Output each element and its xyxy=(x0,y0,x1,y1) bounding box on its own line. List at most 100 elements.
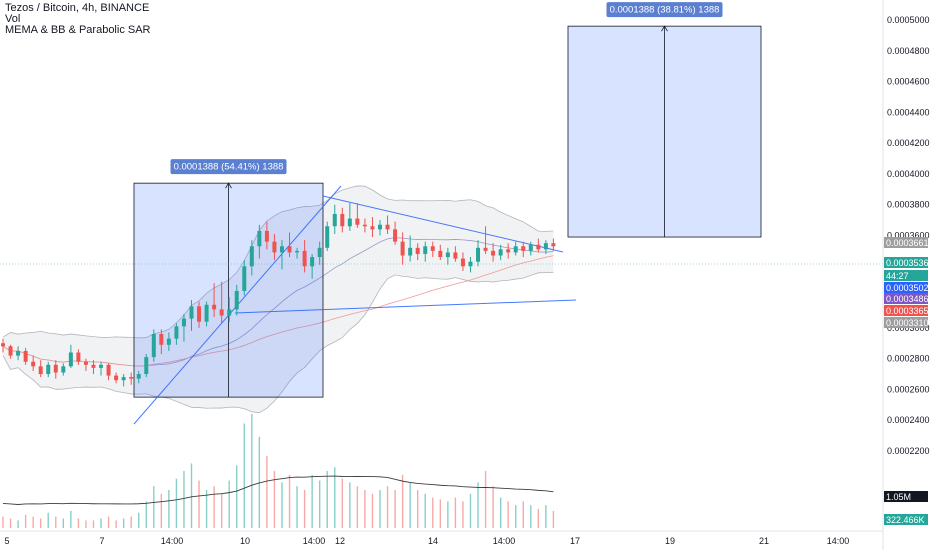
price-badge-bg xyxy=(884,270,928,281)
price-tick-label: 0.0003800 xyxy=(887,200,930,210)
candle-body xyxy=(189,306,194,319)
candle-body xyxy=(476,247,481,262)
price-badge-bg xyxy=(884,237,928,248)
time-tick-label: 17 xyxy=(570,536,580,546)
volume-bar xyxy=(273,471,276,528)
volume-bar xyxy=(92,520,95,528)
price-badge-label: 0.0003536 xyxy=(886,258,929,268)
volume-bars xyxy=(2,414,555,528)
candle-body xyxy=(513,246,518,253)
volume-bar xyxy=(70,510,72,528)
candle-body xyxy=(197,306,202,322)
measure-tools[interactable]: 0.0001388 (54.41%) 1388 0.0001388 (38.81%… xyxy=(133,2,762,398)
candle-body xyxy=(129,377,134,379)
price-tick-label: 0.0003600 xyxy=(887,231,930,241)
volume-bar xyxy=(168,490,170,528)
candle-body xyxy=(68,352,73,367)
volume-bar xyxy=(552,510,555,528)
measure-label: 0.0001388 (54.41%) 1388 xyxy=(174,162,284,173)
volume-bar xyxy=(77,518,80,528)
volume-bar xyxy=(507,501,509,528)
volume-bar xyxy=(356,486,359,528)
candle-body xyxy=(423,246,428,254)
symbol-title[interactable]: Tezos / Bitcoin, 4h, BINANCE xyxy=(5,2,150,14)
candle-body xyxy=(46,364,51,375)
volume-bar xyxy=(303,490,306,528)
volume-bar xyxy=(153,486,155,528)
volume-bar xyxy=(55,516,57,528)
volume-bar xyxy=(266,455,268,528)
measure-label-bg xyxy=(170,159,287,175)
candle-body xyxy=(16,350,21,356)
volume-bar xyxy=(32,516,34,528)
candle-body xyxy=(362,224,367,227)
volume-bar xyxy=(341,478,343,528)
volume-bar xyxy=(160,493,163,528)
bollinger-bands xyxy=(2,185,554,414)
candle-body xyxy=(151,334,156,358)
candle-body xyxy=(174,326,179,339)
candle-body xyxy=(219,309,224,316)
time-tick-label: 14 xyxy=(428,536,438,546)
candle-body xyxy=(83,361,88,365)
volume-bar xyxy=(220,493,223,528)
volume-bar xyxy=(17,520,19,528)
candle-body xyxy=(91,364,96,368)
volume-bar xyxy=(499,497,502,528)
candle-body xyxy=(257,230,262,247)
candle-body xyxy=(166,338,171,345)
candle-body xyxy=(453,252,458,259)
volume-bar xyxy=(281,482,283,528)
candle-body xyxy=(317,247,322,258)
volume-bar xyxy=(530,505,532,528)
candle-body xyxy=(144,357,149,375)
candle-body xyxy=(227,309,232,316)
candle-body xyxy=(460,258,465,267)
volume-indicator-label[interactable]: Vol xyxy=(5,13,21,25)
candle-body xyxy=(287,246,292,253)
price-badge-bg xyxy=(884,282,928,293)
candle-body xyxy=(61,366,66,373)
time-tick-label: 5 xyxy=(4,536,9,546)
price-badge-label: 44:27 xyxy=(886,271,909,281)
candle-body xyxy=(1,343,5,347)
time-tick-label: 19 xyxy=(665,536,675,546)
bollinger-fill xyxy=(3,185,554,413)
volume-bar xyxy=(545,505,547,528)
candles xyxy=(1,203,556,387)
volume-bar xyxy=(462,501,464,528)
measure-arrow-head xyxy=(225,182,232,189)
volume-bar xyxy=(454,497,457,528)
measure-label: 0.0001388 (38.81%) 1388 xyxy=(610,5,720,16)
volume-bar xyxy=(47,512,49,528)
volume-ma-line xyxy=(2,475,554,505)
volume-bar xyxy=(364,490,366,528)
candle-body xyxy=(272,241,277,253)
volume-bar xyxy=(349,482,351,528)
volume-badge-label: 322.466K xyxy=(886,515,925,525)
volume-bar xyxy=(417,490,419,528)
volume-bar xyxy=(477,482,479,528)
price-badges: 0.0003661 0.0003536 44:27 0.00035020.000348… xyxy=(884,237,929,525)
measure-label-bg xyxy=(606,2,723,18)
price-tick-label: 0.0005000 xyxy=(887,15,930,25)
time-tick-label: 7 xyxy=(99,536,104,546)
volume-bar xyxy=(409,482,411,528)
volume-bar xyxy=(228,480,230,528)
volume-bar xyxy=(394,490,396,528)
candle-body xyxy=(378,224,382,230)
volume-bar xyxy=(379,490,381,528)
volume-bar xyxy=(258,436,261,528)
volume-bar xyxy=(205,490,208,528)
volume-bar xyxy=(326,471,328,528)
overlay-indicators-label[interactable]: MEMA & BB & Parabolic SAR xyxy=(5,24,151,36)
candle-body xyxy=(408,247,413,256)
price-tick-label: 0.0002400 xyxy=(887,415,930,425)
candle-body xyxy=(393,229,398,242)
volume-bar xyxy=(515,505,517,528)
volume-bar xyxy=(40,518,42,528)
time-tick-label: 21 xyxy=(759,536,769,546)
time-tick-label: 14:00 xyxy=(303,536,326,546)
volume-bar xyxy=(537,509,540,528)
